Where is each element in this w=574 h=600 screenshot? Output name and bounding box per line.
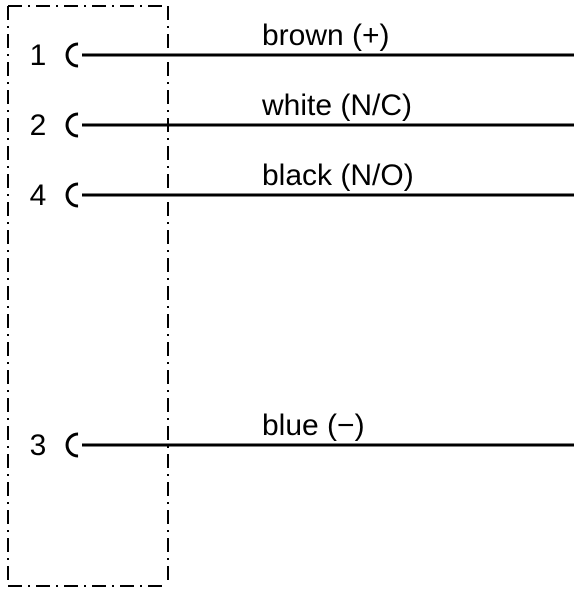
wire-label: white (N/C) <box>261 89 412 122</box>
pin-number: 1 <box>30 39 47 72</box>
pin-terminal-icon <box>67 184 78 206</box>
wire-label: brown (+) <box>262 19 390 52</box>
pin-terminal-icon <box>67 114 78 136</box>
wire-label: blue (−) <box>262 409 365 442</box>
wire-label: black (N/O) <box>262 159 414 192</box>
pin-terminal-icon <box>67 44 78 66</box>
pin-number: 2 <box>30 109 47 142</box>
pin-number: 3 <box>30 429 47 462</box>
pin-number: 4 <box>30 179 47 212</box>
pin-terminal-icon <box>67 434 78 456</box>
